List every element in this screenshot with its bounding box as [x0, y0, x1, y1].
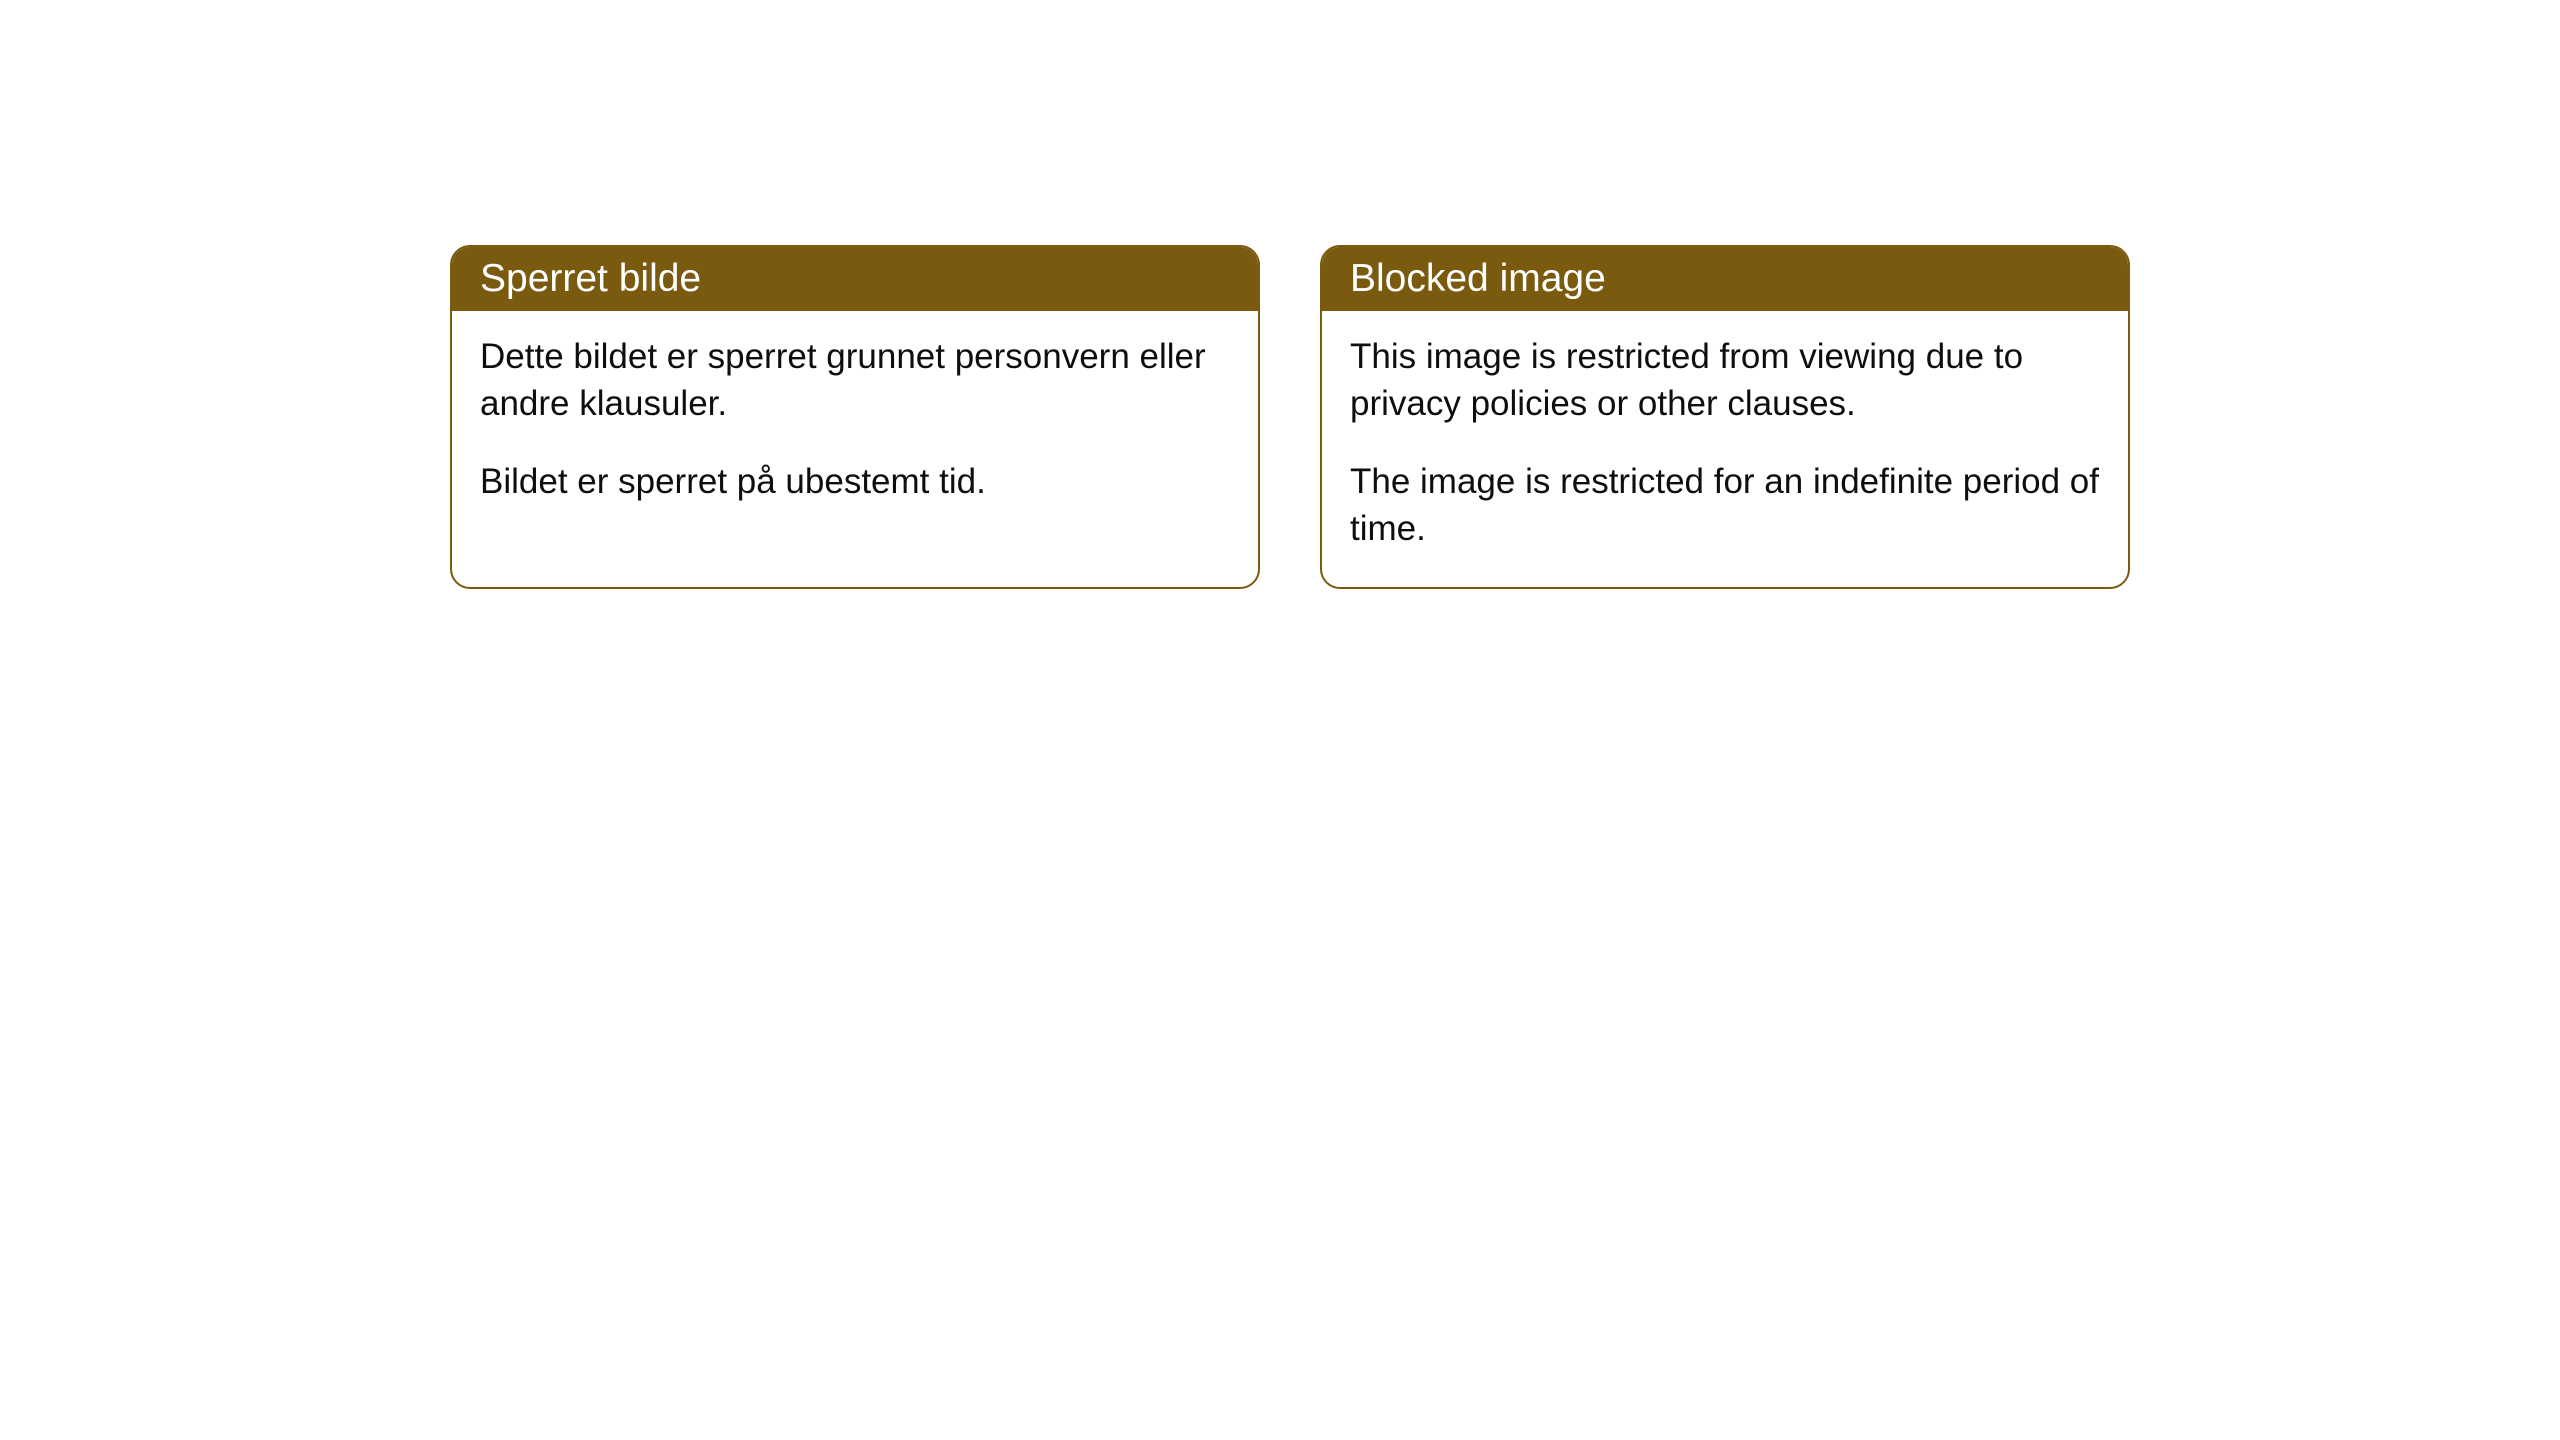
cards-container: Sperret bilde Dette bildet er sperret gr… — [450, 245, 2130, 589]
card-title: Blocked image — [1350, 257, 1606, 300]
card-norwegian: Sperret bilde Dette bildet er sperret gr… — [450, 245, 1260, 589]
card-para2: Bildet er sperret på ubestemt tid. — [480, 458, 1230, 505]
card-title: Sperret bilde — [480, 257, 701, 300]
card-header-norwegian: Sperret bilde — [452, 247, 1258, 311]
card-para2: The image is restricted for an indefinit… — [1350, 458, 2100, 553]
card-english: Blocked image This image is restricted f… — [1320, 245, 2130, 589]
card-para1: Dette bildet er sperret grunnet personve… — [480, 333, 1230, 428]
card-body-norwegian: Dette bildet er sperret grunnet personve… — [452, 311, 1258, 540]
card-body-english: This image is restricted from viewing du… — [1322, 311, 2128, 587]
card-para1: This image is restricted from viewing du… — [1350, 333, 2100, 428]
card-header-english: Blocked image — [1322, 247, 2128, 311]
